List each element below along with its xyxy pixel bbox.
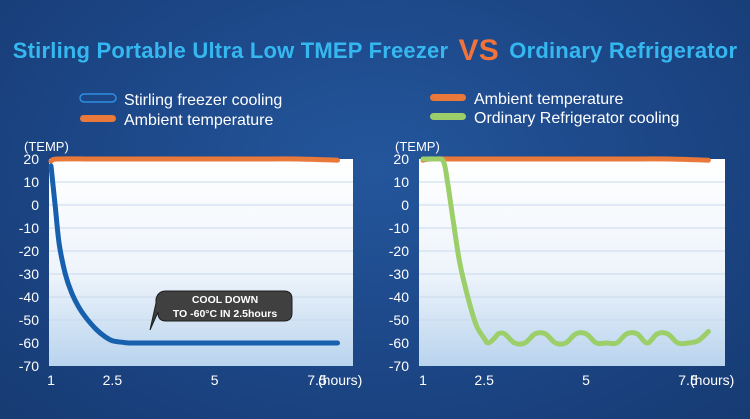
y-tick-label: 10: [393, 174, 409, 190]
legend-right: Ambient temperature Ordinary Refrigerato…: [430, 91, 679, 127]
legend-swatch-ambient-left: [80, 115, 116, 122]
y-axis-label-right: (TEMP): [395, 139, 440, 154]
legend-swatch-ordinary: [430, 113, 466, 120]
legend-item-ambient-left: Ambient temperature: [80, 112, 274, 129]
x-tick-label: 5: [211, 372, 219, 388]
y-tick-label: -60: [19, 335, 39, 351]
legend-label-ordinary: Ordinary Refrigerator cooling: [474, 110, 679, 127]
legend-label-ambient-left: Ambient temperature: [124, 112, 274, 129]
chart-left: Stirling freezer cooling Ambient tempera…: [19, 92, 363, 388]
legend-swatch-stirling: [79, 93, 117, 103]
x-tick-label: 2.5: [103, 372, 123, 388]
y-tick-label: 20: [393, 151, 409, 167]
callout: COOL DOWN TO -60°C IN 2.5hours: [149, 290, 293, 331]
title-vs: VS: [458, 34, 499, 67]
x-tick-label: 5: [582, 372, 590, 388]
x-tick-label: 7.5: [678, 372, 698, 388]
y-tick-label: -30: [19, 266, 39, 282]
x-tick-label: 1: [47, 372, 55, 388]
y-tick-label: -50: [389, 312, 409, 328]
legend-swatch-ambient-right: [430, 94, 466, 101]
x-axis-label-right: (hours): [690, 372, 734, 388]
legend-label-stirling: Stirling freezer cooling: [124, 92, 282, 109]
plot-area-right: [419, 159, 725, 366]
y-tick-label: -20: [389, 243, 409, 259]
callout-line2: TO -60°C IN 2.5hours: [173, 308, 278, 320]
y-tick-label: -10: [389, 220, 409, 236]
y-tick-label: -70: [19, 358, 39, 374]
series-line-stirling-freezer-cooling: [48, 163, 340, 346]
legend-item-ordinary: Ordinary Refrigerator cooling: [430, 110, 679, 127]
y-tick-label: 10: [23, 174, 39, 190]
x-ticks-right: 1 2.5 5 7.5: [419, 372, 698, 388]
callout-line1: COOL DOWN: [192, 294, 258, 306]
x-tick-label: 1: [419, 372, 427, 388]
y-tick-label: -70: [389, 358, 409, 374]
y-tick-label: 0: [31, 197, 39, 213]
y-tick-label: -30: [389, 266, 409, 282]
x-axis-label-left: (hours): [318, 372, 362, 388]
legend-item-stirling: Stirling freezer cooling: [79, 92, 282, 109]
y-tick-label: -40: [19, 289, 39, 305]
y-tick-label: 0: [401, 197, 409, 213]
legend-label-ambient-right: Ambient temperature: [474, 91, 624, 108]
legend-left: Stirling freezer cooling Ambient tempera…: [79, 92, 282, 129]
x-tick-label: 7.5: [307, 372, 327, 388]
title-part1: Stirling Portable Ultra Low TMEP Freezer: [12, 38, 449, 63]
legend-item-ambient-right: Ambient temperature: [430, 91, 624, 108]
page-title: Stirling Portable Ultra Low TMEP Freezer…: [0, 34, 750, 68]
y-ticks-left: 20 10 0 -10 -20 -30 -40 -50 -60 -70: [19, 151, 39, 374]
series-right: [420, 156, 711, 347]
chart-right: Ambient temperature Ordinary Refrigerato…: [389, 91, 735, 388]
y-tick-label: -20: [19, 243, 39, 259]
series-line-ordinary-refrigerator-cooling: [420, 156, 711, 347]
y-tick-label: -50: [19, 312, 39, 328]
x-ticks-left: 1 2.5 5 7.5: [47, 372, 327, 388]
callout-bubble: [149, 290, 293, 331]
plot-area-left: [49, 159, 353, 366]
y-axis-label-left: (TEMP): [24, 139, 69, 154]
y-ticks-right: 20 10 0 -10 -20 -30 -40 -50 -60 -70: [389, 151, 409, 374]
y-tick-label: 20: [23, 151, 39, 167]
title-part2: Ordinary Refrigerator: [509, 38, 738, 63]
y-tick-label: -40: [389, 289, 409, 305]
y-tick-label: -60: [389, 335, 409, 351]
series-line-ambient-temperature: [420, 156, 711, 163]
x-tick-label: 2.5: [474, 372, 494, 388]
y-tick-label: -10: [19, 220, 39, 236]
series-line-ambient-temperature: [48, 156, 340, 164]
series-left: [48, 156, 340, 346]
